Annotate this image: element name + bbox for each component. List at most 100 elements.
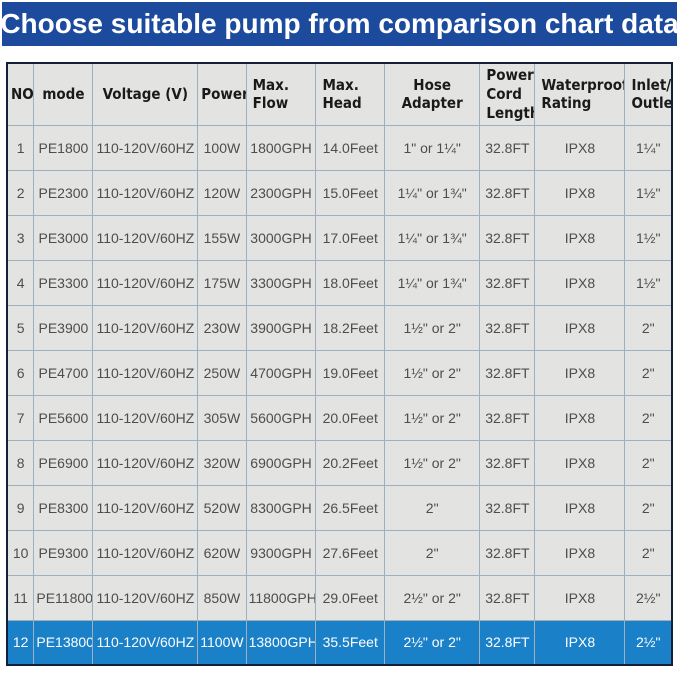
cell-inlet-outlet: 1¼" xyxy=(624,124,673,171)
cell-voltage: 110-120V/60HZ xyxy=(92,169,199,216)
cell-power-cord-length: 32.8FT xyxy=(479,214,536,261)
cell-power-cord-length: 32.8FT xyxy=(479,259,536,306)
cell-power: 320W xyxy=(197,439,247,486)
cell-waterproof-rating: IPX8 xyxy=(534,394,626,441)
cell-voltage: 110-120V/60HZ xyxy=(92,619,199,666)
cell-inlet-outlet: 2" xyxy=(624,484,673,531)
table-row: 9 PE8300 110-120V/60HZ 520W 8300GPH 26.5Feet 2… xyxy=(6,484,673,531)
cell-power-cord-length: 32.8FT xyxy=(479,169,536,216)
table-row: 11 PE11800 110-120V/60HZ 850W 11800GPH 29.0Fe… xyxy=(6,574,673,621)
cell-inlet-outlet: 1½" xyxy=(624,169,673,216)
cell-power: 250W xyxy=(197,349,247,396)
cell-mode: PE13800 xyxy=(33,619,94,666)
cell-voltage: 110-120V/60HZ xyxy=(92,529,199,576)
cell-max-head: 35.5Feet xyxy=(315,619,385,666)
table-row: 3 PE3000 110-120V/60HZ 155W 3000GPH 17.0Feet 1… xyxy=(6,214,673,261)
cell-mode: PE6900 xyxy=(33,439,94,486)
page-banner: Choose suitable pump from comparison cha… xyxy=(0,2,679,46)
table-row: 2 PE2300 110-120V/60HZ 120W 2300GPH 15.0Feet 1… xyxy=(6,169,673,216)
cell-inlet-outlet: 1½" xyxy=(624,214,673,261)
cell-voltage: 110-120V/60HZ xyxy=(92,484,199,531)
cell-power-cord-length: 32.8FT xyxy=(479,619,536,666)
cell-power-cord-length: 32.8FT xyxy=(479,349,536,396)
table-row: 4 PE3300 110-120V/60HZ 175W 3300GPH 18.0Feet 1… xyxy=(6,259,673,306)
cell-waterproof-rating: IPX8 xyxy=(534,349,626,396)
cell-max-head: 14.0Feet xyxy=(315,124,385,171)
pump-comparison-table: NO mode Voltage (V) Power Max. Flow Max. Head… xyxy=(6,62,673,666)
cell-waterproof-rating: IPX8 xyxy=(534,574,626,621)
cell-waterproof-rating: IPX8 xyxy=(534,484,626,531)
cell-voltage: 110-120V/60HZ xyxy=(92,124,199,171)
cell-max-flow: 11800GPH xyxy=(245,574,317,621)
cell-no: 10 xyxy=(6,529,35,576)
cell-inlet-outlet: 2" xyxy=(624,304,673,351)
cell-voltage: 110-120V/60HZ xyxy=(92,304,199,351)
column-header-hose-adapter: Hose Adapter xyxy=(383,62,481,126)
cell-mode: PE4700 xyxy=(33,349,94,396)
cell-waterproof-rating: IPX8 xyxy=(534,169,626,216)
cell-voltage: 110-120V/60HZ xyxy=(92,349,199,396)
cell-mode: PE2300 xyxy=(33,169,94,216)
cell-no: 5 xyxy=(6,304,35,351)
cell-max-flow: 3900GPH xyxy=(245,304,317,351)
cell-max-head: 15.0Feet xyxy=(315,169,385,216)
cell-inlet-outlet: 2" xyxy=(624,394,673,441)
cell-mode: PE3000 xyxy=(33,214,94,261)
cell-max-flow: 1800GPH xyxy=(245,124,317,171)
cell-hose-adapter: 1¼" or 1¾" xyxy=(383,214,481,261)
cell-max-head: 17.0Feet xyxy=(315,214,385,261)
cell-inlet-outlet: 2" xyxy=(624,349,673,396)
cell-waterproof-rating: IPX8 xyxy=(534,259,626,306)
cell-waterproof-rating: IPX8 xyxy=(534,529,626,576)
cell-max-flow: 8300GPH xyxy=(245,484,317,531)
cell-power: 175W xyxy=(197,259,247,306)
cell-power: 1100W xyxy=(197,619,247,666)
table-row: 6 PE4700 110-120V/60HZ 250W 4700GPH 19.0Feet 1… xyxy=(6,349,673,396)
cell-max-head: 20.2Feet xyxy=(315,439,385,486)
cell-no: 4 xyxy=(6,259,35,306)
column-header-inlet-outlet: Inlet/ Outlet xyxy=(624,62,673,126)
table-header-row: NO mode Voltage (V) Power Max. Flow Max. Head… xyxy=(6,62,673,126)
cell-no: 11 xyxy=(6,574,35,621)
column-header-power-cord-length: Power Cord Length xyxy=(479,62,536,126)
cell-power-cord-length: 32.8FT xyxy=(479,124,536,171)
cell-power: 230W xyxy=(197,304,247,351)
cell-power: 305W xyxy=(197,394,247,441)
cell-no: 1 xyxy=(6,124,35,171)
cell-no: 7 xyxy=(6,394,35,441)
cell-mode: PE5600 xyxy=(33,394,94,441)
table-row: 5 PE3900 110-120V/60HZ 230W 3900GPH 18.2Feet 1… xyxy=(6,304,673,351)
cell-voltage: 110-120V/60HZ xyxy=(92,439,199,486)
cell-power-cord-length: 32.8FT xyxy=(479,529,536,576)
cell-power: 120W xyxy=(197,169,247,216)
cell-hose-adapter: 2" xyxy=(383,529,481,576)
column-header-no: NO xyxy=(6,62,35,126)
cell-waterproof-rating: IPX8 xyxy=(534,214,626,261)
table-row: 1 PE1800 110-120V/60HZ 100W 1800GPH 14.0Feet 1… xyxy=(6,124,673,171)
cell-hose-adapter: 1½" or 2" xyxy=(383,439,481,486)
cell-mode: PE9300 xyxy=(33,529,94,576)
cell-max-flow: 5600GPH xyxy=(245,394,317,441)
cell-voltage: 110-120V/60HZ xyxy=(92,214,199,261)
cell-max-flow: 3300GPH xyxy=(245,259,317,306)
cell-hose-adapter: 1¼" or 1¾" xyxy=(383,259,481,306)
cell-inlet-outlet: 1½" xyxy=(624,259,673,306)
cell-mode: PE3300 xyxy=(33,259,94,306)
cell-no: 2 xyxy=(6,169,35,216)
cell-max-flow: 3000GPH xyxy=(245,214,317,261)
cell-no: 8 xyxy=(6,439,35,486)
cell-max-flow: 9300GPH xyxy=(245,529,317,576)
cell-power: 620W xyxy=(197,529,247,576)
cell-power: 100W xyxy=(197,124,247,171)
cell-max-head: 19.0Feet xyxy=(315,349,385,396)
cell-max-flow: 6900GPH xyxy=(245,439,317,486)
cell-no: 3 xyxy=(6,214,35,261)
cell-mode: PE8300 xyxy=(33,484,94,531)
cell-hose-adapter: 1" or 1¼" xyxy=(383,124,481,171)
cell-power-cord-length: 32.8FT xyxy=(479,484,536,531)
cell-hose-adapter: 2½" or 2" xyxy=(383,574,481,621)
cell-max-head: 26.5Feet xyxy=(315,484,385,531)
cell-inlet-outlet: 2½" xyxy=(624,574,673,621)
cell-max-flow: 4700GPH xyxy=(245,349,317,396)
cell-power-cord-length: 32.8FT xyxy=(479,574,536,621)
